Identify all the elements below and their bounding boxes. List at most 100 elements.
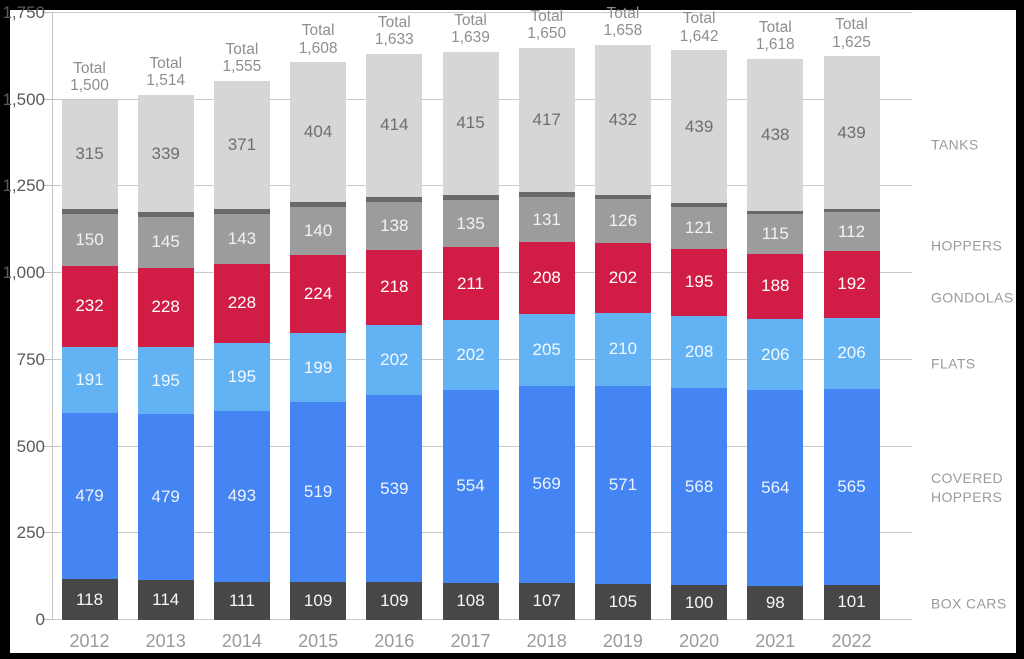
bar-segment-gondolas-2012: 232 <box>61 266 118 347</box>
segment-value-label: 195 <box>151 370 180 390</box>
bar-segment-hoppers-2019: 126 <box>594 198 651 243</box>
segment-value-label: 108 <box>456 591 485 611</box>
bar-segment-flats-2021: 206 <box>747 318 804 391</box>
total-value: 1,608 <box>298 39 338 57</box>
segment-value-label: 438 <box>761 124 790 144</box>
segment-value-label: 192 <box>837 274 866 294</box>
y-axis-tick <box>44 532 52 534</box>
category-label-line: COVERED <box>931 470 1004 486</box>
segment-value-label: 195 <box>684 272 714 292</box>
bar-segment-box-cars-2022: 101 <box>823 584 880 620</box>
bar-segment-covered-hoppers-2020: 568 <box>671 388 728 586</box>
segment-value-label: 109 <box>380 591 409 611</box>
segment-value-label: 432 <box>608 109 638 129</box>
bar-segment-tanks-2020: 439 <box>671 50 728 203</box>
segment-value-label: 109 <box>303 591 333 611</box>
category-label-box-cars: BOX CARS <box>931 595 1007 614</box>
bar-segment-box-cars-2019: 105 <box>594 583 651 620</box>
segment-value-label: 565 <box>837 476 866 496</box>
segment-value-label: 218 <box>380 277 409 297</box>
y-tick-label-500: 500 <box>16 436 45 456</box>
gridline-1-750 <box>44 12 912 13</box>
bar-segment-unlabeled-band-2017 <box>442 195 499 201</box>
segment-value-label: 414 <box>380 115 409 135</box>
y-axis-tick <box>44 619 52 620</box>
bar-segment-tanks-2015: 404 <box>290 62 347 203</box>
segment-value-label: 519 <box>303 482 333 502</box>
segment-value-label: 202 <box>380 350 409 370</box>
bar-segment-tanks-2022: 439 <box>823 56 880 209</box>
bar-segment-covered-hoppers-2016: 539 <box>366 395 423 583</box>
bar-segment-flats-2017: 202 <box>442 320 499 391</box>
bar-segment-hoppers-2015: 140 <box>290 206 347 256</box>
bar-segment-hoppers-2017: 135 <box>442 200 499 248</box>
total-prefix: Total <box>835 16 868 34</box>
y-tick-label-1-250: 1,250 <box>2 176 45 196</box>
total-label-2015: Total 1,608 <box>278 22 358 57</box>
bar-segment-gondolas-2020: 195 <box>671 248 728 317</box>
category-label-gondolas: GONDOLAS <box>931 289 1014 308</box>
segment-value-label: 145 <box>151 232 180 252</box>
segment-value-label: 371 <box>227 134 257 154</box>
total-value: 1,500 <box>70 77 109 95</box>
segment-value-label: 112 <box>837 221 866 241</box>
bar-segment-gondolas-2013: 228 <box>137 267 194 347</box>
total-label-2012: Total 1,500 <box>50 60 130 95</box>
total-prefix: Total <box>530 7 564 25</box>
bar-segment-covered-hoppers-2013: 479 <box>137 414 194 581</box>
segment-value-label: 138 <box>380 215 409 235</box>
bar-segment-covered-hoppers-2018: 569 <box>518 385 575 583</box>
x-tick-label-2019: 2019 <box>602 631 643 651</box>
bar-segment-hoppers-2022: 112 <box>823 212 880 251</box>
bar-segment-hoppers-2014: 143 <box>213 214 270 264</box>
bar-segment-hoppers-2016: 138 <box>366 201 423 250</box>
total-label-2020: Total 1,642 <box>659 10 739 45</box>
x-tick-label-2013: 2013 <box>145 631 186 651</box>
segment-value-label: 569 <box>532 474 561 494</box>
bar-segment-flats-2020: 208 <box>671 316 728 389</box>
total-label-2022: Total 1,625 <box>812 16 892 51</box>
segment-value-label: 208 <box>532 268 561 288</box>
segment-value-label: 339 <box>151 143 180 163</box>
bar-segment-tanks-2018: 417 <box>518 47 575 193</box>
segment-value-label: 114 <box>152 590 180 610</box>
bar-segment-covered-hoppers-2017: 554 <box>442 390 499 583</box>
segment-value-label: 208 <box>684 342 714 362</box>
bar-segment-tanks-2017: 415 <box>442 51 499 196</box>
bar-segment-unlabeled-band-2018 <box>518 192 575 197</box>
bar-segment-covered-hoppers-2015: 519 <box>290 402 347 583</box>
segment-value-label: 224 <box>303 284 333 304</box>
segment-value-label: 554 <box>456 476 485 496</box>
bar-segment-hoppers-2018: 131 <box>518 196 575 243</box>
bar-segment-tanks-2019: 432 <box>594 44 651 195</box>
bar-segment-hoppers-2013: 145 <box>137 217 194 268</box>
segment-value-label: 228 <box>151 297 180 317</box>
bar-segment-gondolas-2021: 188 <box>747 253 804 319</box>
bar-segment-unlabeled-band-2019 <box>594 194 651 199</box>
category-label-line: FLATS <box>931 355 976 372</box>
segment-value-label: 111 <box>228 590 255 610</box>
segment-value-label: 493 <box>227 486 257 505</box>
bar-segment-flats-2018: 205 <box>518 314 575 386</box>
category-label-line: HOPPERS <box>931 237 1003 254</box>
total-prefix: Total <box>73 59 106 77</box>
bar-segment-box-cars-2020: 100 <box>671 585 728 620</box>
segment-value-label: 228 <box>227 293 257 313</box>
bar-segment-gondolas-2015: 224 <box>290 255 347 334</box>
segment-value-label: 131 <box>532 209 561 229</box>
bar-segment-flats-2012: 191 <box>61 346 118 413</box>
bar-segment-box-cars-2018: 107 <box>518 582 575 620</box>
segment-value-label: 206 <box>761 344 790 364</box>
segment-value-label: 143 <box>227 228 257 248</box>
total-label-2017: Total 1,639 <box>431 12 511 47</box>
segment-value-label: 479 <box>75 486 104 505</box>
bar-segment-gondolas-2018: 208 <box>518 242 575 315</box>
bar-segment-flats-2019: 210 <box>594 312 651 386</box>
segment-value-label: 135 <box>456 213 485 233</box>
segment-value-label: 202 <box>608 267 638 287</box>
bar-segment-gondolas-2016: 218 <box>366 249 423 326</box>
segment-value-label: 140 <box>303 221 333 241</box>
segment-value-label: 479 <box>151 487 180 507</box>
segment-value-label: 417 <box>532 110 561 130</box>
bar-segment-box-cars-2016: 109 <box>366 582 423 620</box>
